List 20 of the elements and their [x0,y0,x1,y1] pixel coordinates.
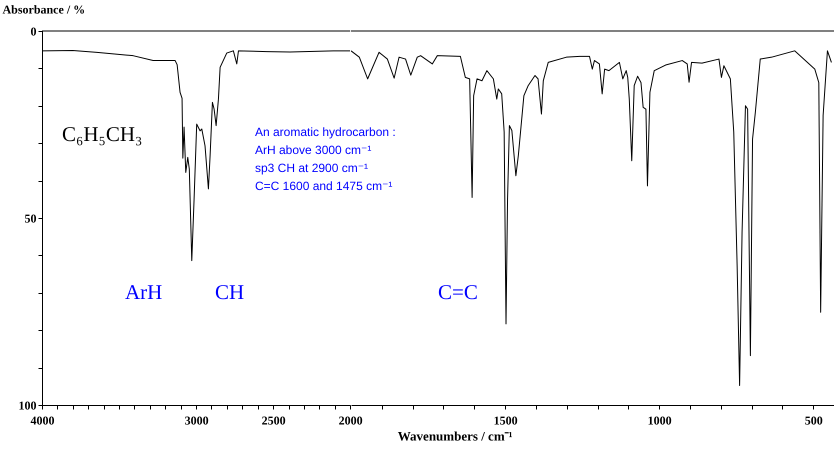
y-tick-label: 100 [18,398,36,412]
y-tick-label: 0 [30,24,36,38]
annotation: C=C [438,280,478,304]
annotation: C=C 1600 and 1475 cm⁻¹ [255,179,392,193]
x-tick-label: 1000 [648,414,672,428]
annotation: C₆H₅CH₃ [62,122,142,146]
x-tick-label: 2500 [262,414,286,428]
x-tick-label: 500 [804,414,823,428]
x-tick-label: 2000 [338,414,363,428]
annotation: ArH [125,280,162,304]
x-tick-label: 4000 [30,414,54,428]
annotation: An aromatic hydrocarbon : [255,125,396,139]
annotation: ArH above 3000 cm⁻¹ [255,143,372,157]
annotation: CH [215,280,244,304]
annotation: sp3 CH at 2900 cm⁻¹ [255,161,368,175]
x-tick-label: 1500 [494,414,518,428]
x-tick-label: 3000 [184,414,209,428]
y-axis-title: Absorbance / % [2,2,86,16]
x-axis-title: Wavenumbers / cm⁻¹ [398,428,513,444]
y-tick-label: 50 [24,212,36,226]
